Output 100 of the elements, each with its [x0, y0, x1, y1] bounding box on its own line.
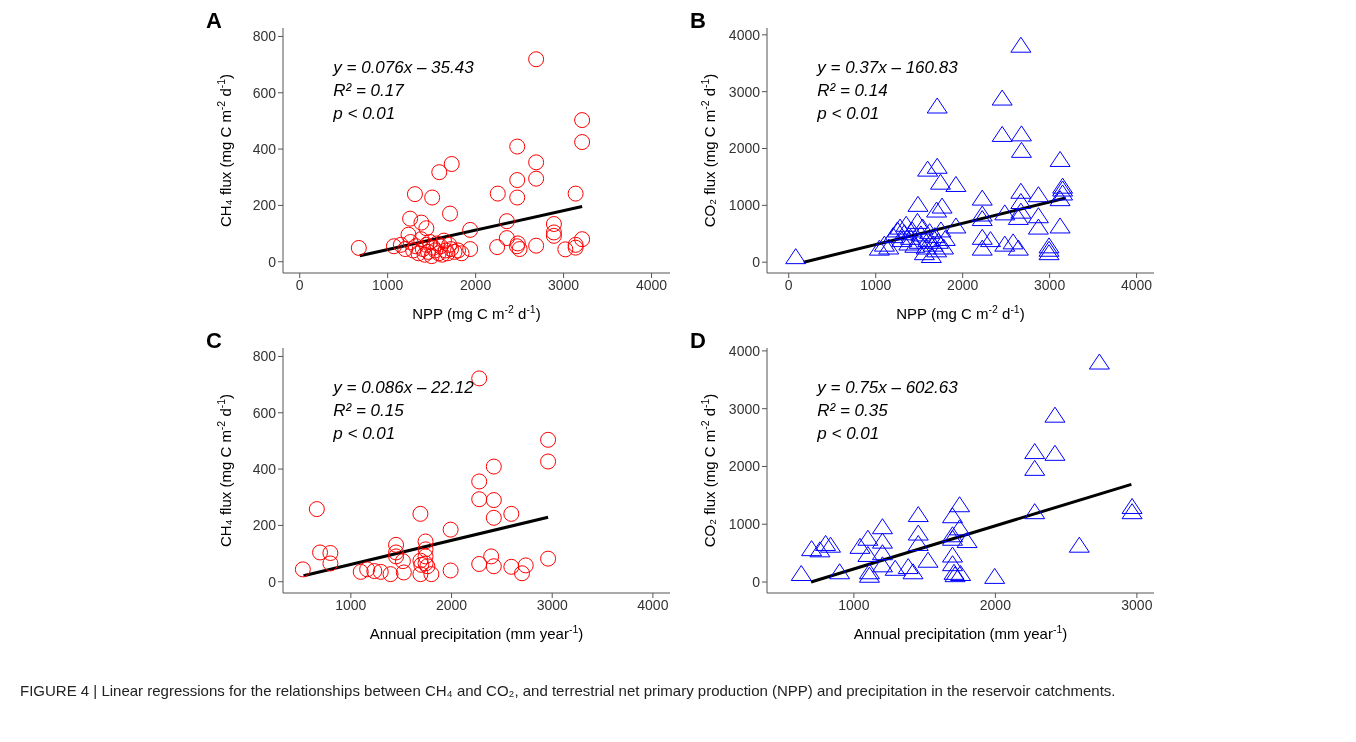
x-tick-label: 2000: [979, 596, 1012, 613]
point: [485, 492, 502, 509]
x-tick-label: 3000: [1121, 596, 1153, 613]
point: [395, 564, 412, 581]
y-tick-label: 200: [252, 197, 277, 214]
point: [540, 431, 557, 448]
x-tick-label: 4000: [635, 276, 668, 293]
annotation: p < 0.01: [817, 103, 881, 125]
point: [412, 566, 429, 583]
point: [442, 562, 459, 579]
point: [1024, 459, 1046, 476]
point: [1024, 443, 1046, 460]
y-tick-label: 3000: [728, 83, 761, 100]
x-tick-label: 4000: [637, 596, 669, 613]
annotation: p < 0.01: [817, 423, 881, 445]
point: [540, 453, 557, 470]
point: [442, 521, 459, 538]
point: [907, 506, 929, 523]
point: [485, 509, 502, 526]
point: [1068, 536, 1090, 553]
point: [359, 561, 376, 578]
chart-title: A: [206, 8, 222, 34]
point: [950, 565, 972, 582]
annotation: p < 0.01: [333, 103, 397, 125]
y-tick-label: 800: [252, 348, 277, 365]
point: [949, 496, 971, 513]
y-tick-label: 4000: [728, 26, 761, 43]
point: [871, 544, 893, 561]
chart-title: D: [690, 328, 706, 354]
point: [1121, 497, 1143, 514]
y-tick-label: 0: [752, 254, 761, 271]
point: [388, 548, 405, 565]
chart-title: B: [690, 8, 706, 34]
point: [503, 558, 520, 575]
annotation: R² = 0.15: [333, 400, 405, 422]
point: [820, 536, 842, 553]
y-tick-label: 400: [252, 461, 277, 478]
point: [1044, 444, 1066, 461]
y-tick-label: 0: [268, 573, 277, 590]
point: [942, 507, 964, 524]
x-tick-label: 0: [295, 276, 304, 293]
point: [308, 501, 325, 518]
y-tick-label: 800: [252, 28, 277, 45]
point: [514, 565, 531, 582]
point: [382, 566, 399, 583]
point: [540, 550, 557, 567]
x-tick-label: 2000: [435, 596, 468, 613]
point: [413, 556, 430, 573]
point: [417, 533, 434, 550]
point: [294, 561, 311, 578]
point: [1044, 406, 1066, 423]
annotation: y = 0.37x – 160.83: [817, 57, 958, 79]
x-tick-label: 1000: [838, 596, 870, 613]
annotation: p < 0.01: [333, 423, 397, 445]
point: [388, 544, 405, 561]
y-tick-label: 3000: [728, 400, 761, 417]
y-tick-label: 2000: [728, 140, 761, 157]
point: [1088, 353, 1110, 370]
annotation: y = 0.086x – 22.12: [333, 377, 474, 399]
point: [412, 552, 429, 569]
point: [942, 546, 964, 563]
y-tick-label: 200: [252, 517, 277, 534]
point: [829, 563, 851, 580]
point: [801, 540, 823, 557]
point: [483, 548, 500, 565]
x-axis-title: Annual precipitation (mm year$^{-1}$): [853, 623, 1068, 642]
point: [471, 491, 488, 508]
annotation: y = 0.076x – 35.43: [333, 57, 474, 79]
annotation: R² = 0.35: [817, 400, 889, 422]
point: [394, 553, 411, 570]
point: [366, 563, 383, 580]
point: [956, 532, 978, 549]
point: [942, 555, 964, 572]
x-tick-label: 3000: [1034, 276, 1066, 293]
point: [1024, 503, 1046, 520]
y-tick-label: 600: [252, 84, 277, 101]
point: [517, 557, 534, 574]
point: [917, 551, 939, 568]
annotation: y = 0.75x – 602.63: [817, 377, 958, 399]
point: [312, 544, 329, 561]
point: [1121, 503, 1143, 520]
point: [907, 534, 929, 551]
x-tick-label: 2000: [947, 276, 979, 293]
point: [809, 541, 831, 558]
x-tick-label: 2000: [460, 276, 492, 293]
y-tick-label: 1000: [728, 516, 761, 533]
x-tick-label: 3000: [536, 596, 568, 613]
point: [871, 518, 893, 535]
point: [907, 524, 929, 541]
x-tick-label: 1000: [372, 276, 404, 293]
point: [485, 558, 502, 575]
point: [857, 545, 879, 562]
point: [423, 566, 440, 583]
x-axis-title: Annual precipitation (mm year$^{-1}$): [369, 623, 584, 642]
point: [322, 555, 339, 572]
annotation: R² = 0.14: [817, 80, 889, 102]
point: [388, 536, 405, 553]
point: [897, 558, 919, 575]
point: [352, 563, 369, 580]
point: [984, 567, 1006, 584]
